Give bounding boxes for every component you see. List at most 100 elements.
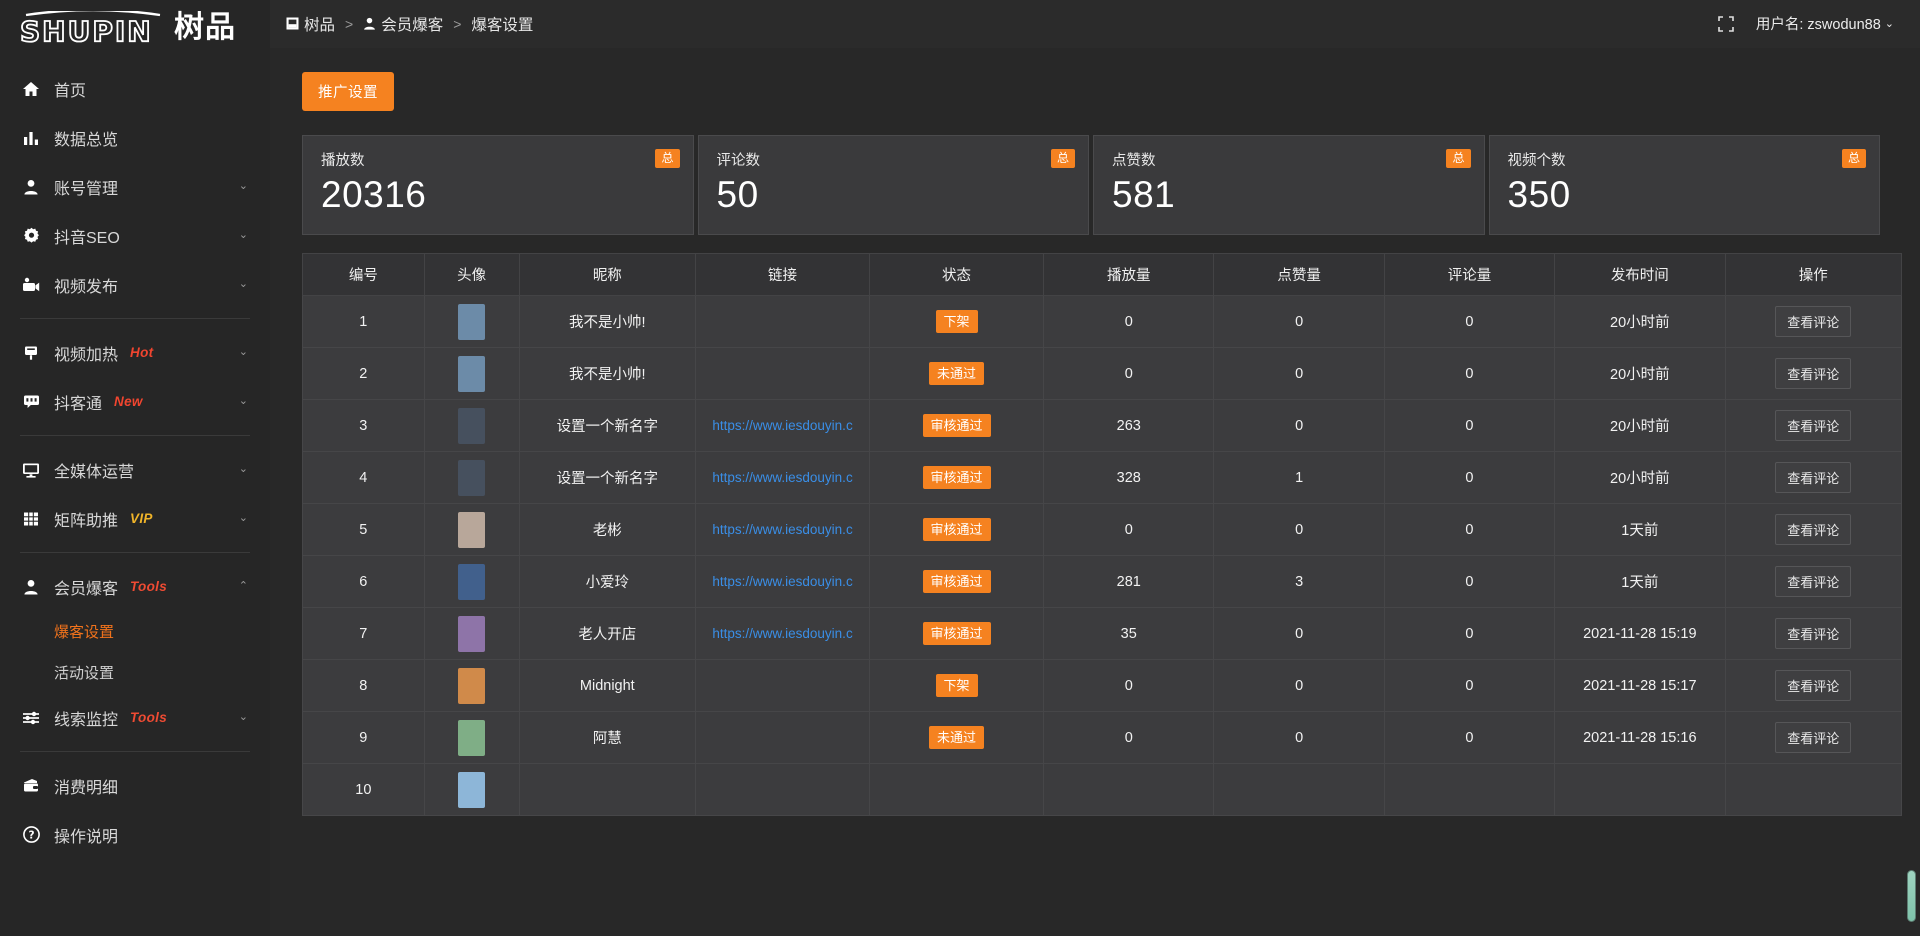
table-row: 1 我不是小帅! 下架 0 0 0 20小时前 查看评论 — [302, 295, 1902, 348]
cell-comments: 0 — [1383, 347, 1556, 400]
stat-card-title: 视频个数 — [1507, 153, 1566, 169]
avatar[interactable] — [458, 667, 486, 704]
sidebar-item-instructions[interactable]: ? 操作说明 — [0, 810, 270, 859]
cell-nick: 老彬 — [518, 503, 697, 556]
cell-comments: 0 — [1383, 451, 1556, 504]
view-comments-button[interactable]: 查看评论 — [1775, 410, 1852, 441]
cell-likes: 0 — [1213, 347, 1385, 400]
cell-comments — [1383, 763, 1556, 816]
sidebar-item-omnimedia[interactable]: 全媒体运营 ⌄ — [0, 445, 270, 494]
status-badge[interactable]: 下架 — [935, 674, 978, 697]
breadcrumb-item-root[interactable]: 树品 — [286, 13, 335, 35]
sidebar-item-label: 操作说明 — [54, 828, 119, 846]
video-link[interactable]: https://www.iesdouyin.c — [712, 522, 853, 537]
sidebar-item-consumption-detail[interactable]: 消费明细 — [0, 761, 270, 810]
sidebar-item-lead-monitor[interactable]: 线索监控 Tools ⌄ — [0, 693, 270, 742]
sidebar-item-label: 线索监控 — [54, 711, 119, 729]
cell-comments: 0 — [1383, 399, 1556, 452]
cell-time: 20小时前 — [1554, 451, 1726, 504]
sidebar-item-label: 视频加热 — [54, 346, 119, 364]
cell-link — [695, 347, 871, 400]
view-comments-button[interactable]: 查看评论 — [1775, 306, 1852, 337]
view-comments-button[interactable]: 查看评论 — [1775, 618, 1852, 649]
cell-avatar — [423, 295, 520, 348]
status-badge[interactable]: 未通过 — [929, 726, 985, 749]
vertical-scrollbar-thumb[interactable] — [1907, 870, 1916, 922]
video-link[interactable]: https://www.iesdouyin.c — [712, 470, 853, 485]
sidebar-subitem-baoke-settings[interactable]: 爆客设置 — [0, 611, 270, 652]
sidebar-item-data-overview[interactable]: 数据总览 — [0, 113, 270, 162]
cell-plays: 0 — [1043, 503, 1215, 556]
view-comments-button[interactable]: 查看评论 — [1775, 670, 1852, 701]
video-link[interactable]: https://www.iesdouyin.c — [712, 574, 853, 589]
status-badge[interactable]: 审核通过 — [922, 622, 991, 645]
sidebar-item-account-management[interactable]: 账号管理 ⌄ — [0, 162, 270, 211]
avatar[interactable] — [458, 459, 486, 496]
cell-link: https://www.iesdouyin.c — [695, 555, 871, 608]
col-header-avatar: 头像 — [423, 253, 520, 296]
sidebar-subitem-activity-settings[interactable]: 活动设置 — [0, 652, 270, 693]
avatar[interactable] — [458, 615, 486, 652]
status-badge[interactable]: 下架 — [935, 310, 978, 333]
chevron-down-icon: ⌄ — [238, 229, 248, 241]
view-comments-button[interactable]: 查看评论 — [1775, 514, 1852, 545]
sidebar-item-home[interactable]: 首页 — [0, 64, 270, 113]
avatar[interactable] — [458, 563, 486, 600]
sidebar-item-video-boost[interactable]: 视频加热 Hot ⌄ — [0, 328, 270, 377]
gear-icon — [20, 226, 42, 246]
cell-likes: 0 — [1213, 503, 1385, 556]
view-comments-button[interactable]: 查看评论 — [1775, 358, 1852, 389]
status-badge[interactable]: 审核通过 — [922, 570, 991, 593]
sidebar-item-douyin-seo[interactable]: 抖音SEO ⌄ — [0, 211, 270, 260]
cell-link: https://www.iesdouyin.c — [695, 503, 871, 556]
sidebar-item-douketong[interactable]: 抖客通 New ⌄ — [0, 377, 270, 426]
stat-card-badge: 总 — [1050, 149, 1075, 168]
video-table: 编号 头像 昵称 链接 状态 播放量 点赞量 评论量 发布时间 操作 1 我不是小 — [302, 253, 1902, 816]
status-badge[interactable]: 审核通过 — [922, 518, 991, 541]
status-badge[interactable]: 未通过 — [929, 362, 985, 385]
cell-state — [869, 763, 1045, 816]
avatar[interactable] — [458, 407, 486, 444]
sidebar-item-matrix-boost[interactable]: 矩阵助推 VIP ⌄ — [0, 494, 270, 543]
promote-settings-button[interactable]: 推广设置 — [302, 72, 394, 111]
avatar[interactable] — [458, 355, 486, 392]
breadcrumb-label: 树品 — [304, 16, 336, 34]
cell-id: 3 — [302, 399, 425, 452]
cell-likes — [1213, 763, 1385, 816]
avatar[interactable] — [458, 511, 486, 548]
view-comments-button[interactable]: 查看评论 — [1775, 566, 1852, 597]
sidebar-item-video-publish[interactable]: 视频发布 ⌄ — [0, 260, 270, 309]
status-badge[interactable]: 审核通过 — [922, 466, 991, 489]
chevron-down-icon: ⌄ — [238, 512, 248, 524]
table-row: 6 小爱玲 https://www.iesdouyin.c 审核通过 281 3 0 1天前 查… — [302, 555, 1902, 608]
status-badge[interactable]: 审核通过 — [922, 414, 991, 437]
avatar[interactable] — [458, 771, 486, 808]
chevron-down-icon: ⌄ — [238, 278, 248, 290]
cell-time: 2021-11-28 15:19 — [1554, 607, 1726, 660]
sidebar-item-label: 抖客通 — [54, 395, 103, 413]
sidebar-item-member-baoke[interactable]: 会员爆客 Tools ⌃ — [0, 562, 270, 611]
fullscreen-icon[interactable] — [1718, 15, 1734, 32]
cell-time: 1天前 — [1554, 503, 1726, 556]
cell-time: 20小时前 — [1554, 295, 1726, 348]
cell-link: https://www.iesdouyin.c — [695, 451, 871, 504]
cell-nick: 阿慧 — [518, 711, 697, 764]
avatar[interactable] — [458, 719, 486, 756]
video-link[interactable]: https://www.iesdouyin.c — [712, 418, 853, 433]
user-menu[interactable]: 用户名: zswodun88 ⌄ — [1756, 13, 1894, 34]
col-header-state: 状态 — [869, 253, 1045, 296]
main-area: 树品 > 会员爆客 > 爆客设置 用户名: zswodun88 — [270, 0, 1920, 936]
cell-actions: 查看评论 — [1724, 347, 1902, 400]
cell-link: https://www.iesdouyin.c — [695, 607, 871, 660]
video-link[interactable]: https://www.iesdouyin.c — [712, 626, 853, 641]
cell-actions: 查看评论 — [1724, 399, 1902, 452]
cell-nick: 设置一个新名字 — [518, 399, 697, 452]
view-comments-button[interactable]: 查看评论 — [1775, 462, 1852, 493]
view-comments-button[interactable]: 查看评论 — [1775, 722, 1852, 753]
avatar[interactable] — [458, 303, 486, 340]
brand-logo[interactable]: SHUPIN 树品 — [0, 0, 270, 56]
chevron-down-icon: ⌄ — [238, 711, 248, 723]
member-icon — [20, 577, 42, 597]
breadcrumb-item-member[interactable]: 会员爆客 — [363, 13, 443, 35]
cell-state: 下架 — [869, 295, 1045, 348]
